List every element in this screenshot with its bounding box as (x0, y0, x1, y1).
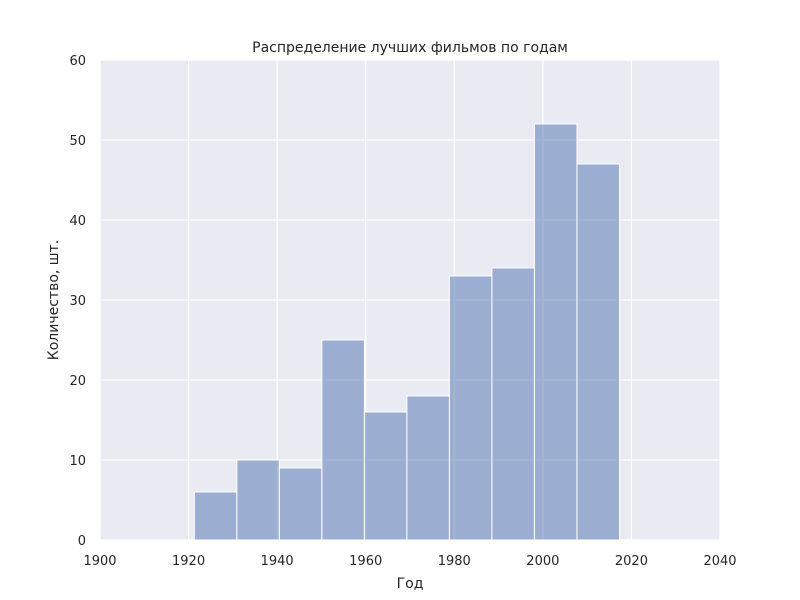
histogram-bar (491, 267, 535, 541)
histogram-bar (193, 491, 238, 541)
y-tick-label: 50 (69, 134, 86, 149)
x-tick-label: 1940 (261, 554, 294, 569)
y-tick-label: 30 (69, 294, 86, 309)
x-axis-label: Год (397, 576, 424, 592)
y-tick-label: 0 (78, 534, 86, 549)
y-tick-label: 40 (69, 214, 86, 229)
x-tick-label: 1920 (172, 554, 205, 569)
x-tick-label: 1980 (438, 554, 471, 569)
x-tick-label: 1960 (349, 554, 382, 569)
tick-labels: 1900 1920 1940 1960 1980 2000 2020 2040 0 10 20 30 4… (69, 54, 736, 569)
x-tick-label: 2020 (615, 554, 648, 569)
y-tick-label: 10 (69, 454, 86, 469)
y-tick-label: 20 (69, 374, 86, 389)
x-tick-label: 2040 (703, 554, 736, 569)
histogram-bar (321, 339, 365, 541)
histogram-bar (278, 467, 323, 541)
x-tick-label: 1900 (83, 554, 116, 569)
histogram-bar (406, 395, 450, 541)
x-tick-label: 2000 (526, 554, 559, 569)
histogram-bar (236, 459, 280, 541)
histogram-bar (533, 123, 578, 541)
y-tick-label: 60 (69, 54, 86, 69)
bars (193, 123, 620, 541)
chart-title: Распределение лучших фильмов по годам (252, 40, 568, 56)
histogram-bar (363, 411, 408, 541)
y-axis-label: Количество, шт. (46, 240, 62, 360)
histogram-bar (448, 275, 493, 541)
histogram-bar (576, 163, 620, 541)
